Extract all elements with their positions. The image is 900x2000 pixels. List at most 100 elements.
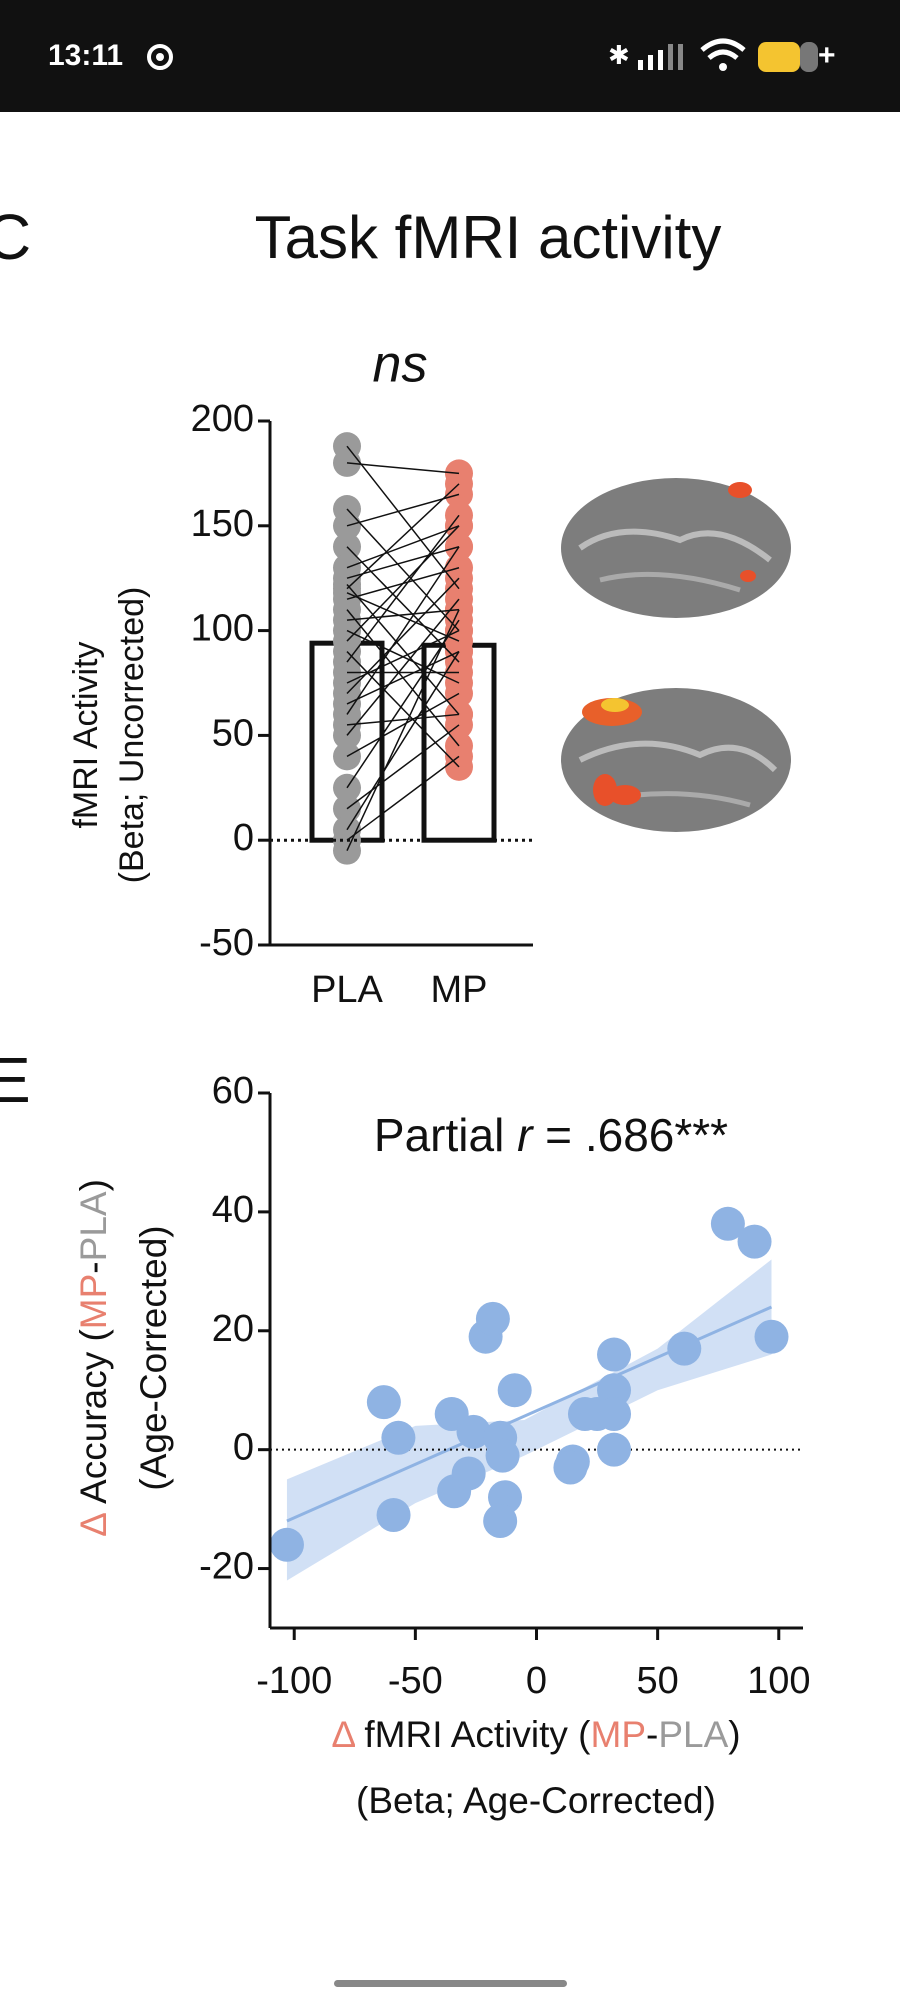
label-part: (Beta; Age-Corrected) (356, 1780, 716, 1821)
y-axis-label: (Age-Corrected) (133, 1225, 174, 1490)
point (483, 1504, 518, 1538)
label-part: r (517, 1109, 534, 1161)
label-part: Partial (374, 1109, 517, 1161)
pair-line (346, 546, 460, 579)
label-part: PLA (658, 1714, 728, 1755)
label-part: - (73, 1261, 114, 1273)
point (667, 1331, 702, 1366)
signal-icon (638, 44, 683, 70)
pair-line (346, 651, 460, 768)
point (597, 1432, 632, 1467)
battery-icon (800, 42, 818, 72)
status-icon (156, 53, 164, 61)
wifi-icon (700, 38, 746, 60)
point (269, 1527, 304, 1562)
x-tick-label: 0 (526, 1660, 547, 1702)
label-part: = .686*** (532, 1109, 728, 1161)
charging-icon: + (818, 39, 836, 72)
brain-image (561, 478, 791, 832)
point (381, 1420, 416, 1455)
point (366, 1385, 401, 1420)
point (485, 1438, 520, 1473)
pair-line (346, 609, 460, 851)
pair-line (346, 713, 460, 726)
pair-line (346, 525, 460, 569)
pair-line (346, 598, 460, 736)
y-axis-label: fMRI Activity (67, 641, 105, 828)
y-axis-label: Δ Accuracy (MP-PLA) (73, 1179, 114, 1537)
fit-line (286, 1305, 773, 1523)
pair-line (346, 651, 460, 831)
label-part: MP (591, 1714, 647, 1755)
x-tick-label: -50 (388, 1660, 443, 1702)
point (553, 1450, 588, 1485)
x-axis-label: Δ fMRI Activity (MP-PLA) (331, 1714, 740, 1755)
pair-line (346, 650, 460, 705)
pair-line (346, 508, 460, 632)
pair-line (346, 577, 460, 695)
label-part: Accuracy ( (73, 1329, 114, 1515)
y-tick-label: 40 (212, 1189, 254, 1231)
pair-line (346, 493, 460, 527)
pair-line (346, 546, 460, 663)
point (451, 1456, 486, 1491)
point (497, 1373, 532, 1408)
label-part: ) (728, 1714, 740, 1755)
pair-line (346, 445, 460, 590)
pair-line (346, 514, 460, 663)
point (376, 1498, 411, 1533)
point (597, 1397, 632, 1431)
label-part: fMRI Activity ( (354, 1714, 591, 1755)
y-tick-label: 200 (191, 398, 254, 440)
annotation: Partial r = .686*** (374, 1109, 728, 1161)
pair-line (346, 462, 460, 475)
confidence-band (286, 1259, 772, 1581)
point (710, 1206, 745, 1241)
bluetooth-icon: ✱ (608, 40, 630, 70)
pair-line (346, 692, 460, 758)
y-tick-label: 150 (191, 503, 254, 545)
point (475, 1301, 510, 1336)
label-part: MP (73, 1274, 114, 1330)
point (754, 1319, 789, 1354)
x-tick-label: 100 (747, 1660, 810, 1702)
home-indicator (334, 1980, 567, 1987)
y-tick-label: 60 (212, 1070, 254, 1112)
x-tick-label: PLA (311, 969, 383, 1011)
point (597, 1373, 632, 1408)
x-tick-label: MP (431, 969, 488, 1011)
y-tick-label: 100 (191, 608, 254, 650)
pair-line (346, 608, 460, 621)
y-tick-label: 0 (233, 1427, 254, 1469)
label-part: ) (73, 1179, 114, 1191)
point (456, 1414, 491, 1449)
pair-line (346, 724, 460, 810)
status-icon (147, 44, 173, 70)
wifi-icon (719, 63, 727, 71)
pair-line (346, 525, 460, 642)
label-part: (Age-Corrected) (133, 1225, 174, 1490)
point (737, 1224, 772, 1259)
point (597, 1337, 632, 1372)
annotation: ns (373, 336, 428, 394)
pair-line (346, 546, 460, 715)
panel-label: C (0, 201, 31, 273)
panel-label: E (0, 1044, 31, 1116)
pair-line (346, 755, 460, 841)
x-tick-label: -100 (256, 1660, 332, 1702)
label-part: PLA (73, 1191, 114, 1261)
label-part: Δ (331, 1714, 355, 1755)
battery-icon (758, 42, 800, 72)
y-tick-label: -20 (199, 1546, 254, 1588)
y-tick-label: -50 (199, 922, 254, 964)
clock: 13:11 (48, 39, 123, 72)
label-part: - (646, 1714, 658, 1755)
pair-line (346, 592, 460, 642)
pair-line (346, 483, 460, 590)
y-tick-label: 20 (212, 1308, 254, 1350)
y-tick-label: 50 (212, 712, 254, 754)
x-tick-label: 50 (636, 1660, 678, 1702)
label-part: Δ (73, 1513, 114, 1537)
